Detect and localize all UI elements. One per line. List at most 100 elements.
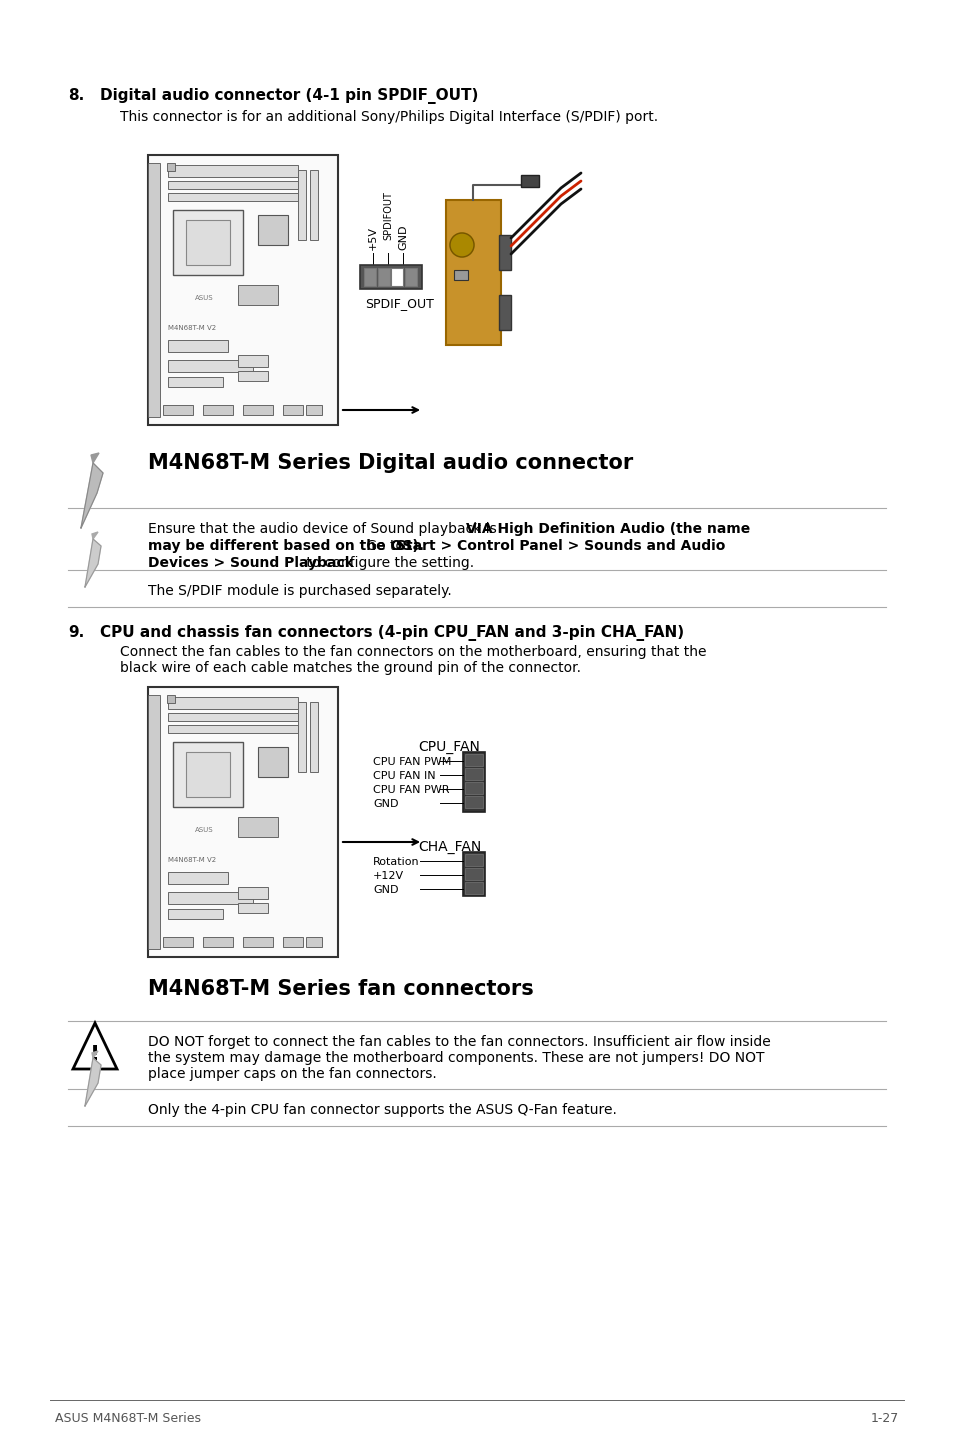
Bar — [462, 752, 484, 812]
Bar — [306, 937, 322, 947]
Text: GND: GND — [397, 225, 408, 251]
Text: SPDIFOUT: SPDIFOUT — [382, 190, 393, 241]
Bar — [237, 818, 277, 836]
Polygon shape — [91, 453, 99, 463]
Bar — [168, 165, 297, 178]
Text: Ensure that the audio device of Sound playback is: Ensure that the audio device of Sound pl… — [148, 523, 500, 536]
Circle shape — [450, 233, 474, 256]
Text: may be different based on the OS).: may be different based on the OS). — [148, 538, 423, 553]
Bar — [283, 937, 303, 947]
Bar — [464, 782, 482, 793]
Bar — [283, 405, 303, 415]
Text: Rotation: Rotation — [373, 856, 419, 866]
Bar — [237, 355, 268, 367]
Text: CHA_FAN: CHA_FAN — [417, 841, 480, 853]
Text: ASUS: ASUS — [194, 828, 213, 833]
Text: SPDIF_OUT: SPDIF_OUT — [365, 296, 434, 309]
Polygon shape — [91, 533, 98, 538]
Bar — [364, 268, 375, 286]
Text: CPU_FAN: CPU_FAN — [417, 740, 479, 755]
Text: 9.: 9. — [68, 624, 84, 640]
Bar — [446, 200, 500, 345]
Bar — [498, 295, 511, 329]
Bar — [172, 211, 243, 275]
Text: Connect the fan cables to the fan connectors on the motherboard, ensuring that t: Connect the fan cables to the fan connec… — [120, 644, 706, 659]
Bar — [237, 285, 277, 305]
Bar — [168, 713, 297, 720]
Bar — [257, 748, 288, 778]
Polygon shape — [81, 463, 103, 528]
Text: 8.: 8. — [68, 87, 84, 103]
Polygon shape — [85, 1058, 101, 1106]
Text: M4N68T-M V2: M4N68T-M V2 — [168, 856, 216, 863]
Bar — [464, 853, 482, 866]
Bar — [168, 872, 228, 884]
Text: Start > Control Panel > Sounds and Audio: Start > Control Panel > Sounds and Audio — [395, 538, 724, 553]
Bar — [186, 752, 230, 798]
Text: the system may damage the motherboard components. These are not jumpers! DO NOT: the system may damage the motherboard co… — [148, 1051, 763, 1065]
Text: M4N68T-M Series fan connectors: M4N68T-M Series fan connectors — [148, 979, 533, 1000]
Bar — [203, 405, 233, 415]
Text: CPU FAN PWR: CPU FAN PWR — [373, 785, 449, 795]
Text: M4N68T-M Series Digital audio connector: M4N68T-M Series Digital audio connector — [148, 453, 633, 473]
Text: GND: GND — [373, 799, 398, 809]
Bar — [148, 155, 337, 425]
Text: +12V: +12V — [373, 871, 404, 881]
Bar — [454, 271, 468, 281]
Text: This connector is for an additional Sony/Philips Digital Interface (S/PDIF) port: This connector is for an additional Sony… — [120, 110, 658, 125]
Text: Devices > Sound Playback: Devices > Sound Playback — [148, 556, 354, 570]
Bar — [359, 265, 421, 289]
Bar — [306, 405, 322, 415]
Bar — [297, 702, 306, 772]
Bar — [377, 268, 390, 286]
Text: black wire of each cable matches the ground pin of the connector.: black wire of each cable matches the gro… — [120, 662, 580, 674]
Bar — [243, 937, 273, 947]
Bar — [168, 909, 223, 919]
Bar — [464, 882, 482, 894]
Bar — [243, 405, 273, 415]
Bar — [172, 742, 243, 808]
Bar — [464, 868, 482, 881]
Text: M4N68T-M V2: M4N68T-M V2 — [168, 325, 216, 331]
Bar — [237, 886, 268, 899]
Bar — [168, 892, 253, 904]
Text: DO NOT forget to connect the fan cables to the fan connectors. Insufficient air : DO NOT forget to connect the fan cables … — [148, 1035, 770, 1050]
Text: Digital audio connector (4-1 pin SPDIF_OUT): Digital audio connector (4-1 pin SPDIF_O… — [100, 87, 477, 105]
Text: ASUS M4N68T-M Series: ASUS M4N68T-M Series — [55, 1412, 201, 1425]
Bar — [163, 937, 193, 947]
Text: CPU FAN IN: CPU FAN IN — [373, 770, 436, 780]
Text: !: ! — [90, 1045, 100, 1065]
Bar — [203, 937, 233, 947]
Bar — [168, 697, 297, 709]
Bar — [186, 221, 230, 265]
Text: CPU FAN PWM: CPU FAN PWM — [373, 758, 451, 768]
Bar — [257, 215, 288, 245]
Bar — [237, 904, 268, 914]
Text: VIA High Definition Audio (the name: VIA High Definition Audio (the name — [465, 523, 749, 536]
Bar — [237, 371, 268, 381]
Text: Only the 4-pin CPU fan connector supports the ASUS Q-Fan feature.: Only the 4-pin CPU fan connector support… — [148, 1103, 617, 1117]
Bar — [464, 755, 482, 766]
Bar — [168, 377, 223, 387]
Bar — [167, 695, 174, 703]
Bar — [168, 193, 297, 200]
Text: CPU and chassis fan connectors (4-pin CPU_FAN and 3-pin CHA_FAN): CPU and chassis fan connectors (4-pin CP… — [100, 624, 683, 642]
Bar — [163, 405, 193, 415]
Bar — [391, 268, 402, 286]
Text: place jumper caps on the fan connectors.: place jumper caps on the fan connectors. — [148, 1067, 436, 1081]
Bar — [148, 163, 160, 417]
Bar — [168, 725, 297, 733]
Text: to configure the setting.: to configure the setting. — [302, 556, 474, 570]
Bar — [148, 687, 337, 957]
Bar — [520, 175, 538, 188]
Text: +5V: +5V — [368, 226, 377, 251]
Bar — [310, 170, 317, 241]
Polygon shape — [85, 538, 101, 587]
Text: 1-27: 1-27 — [870, 1412, 898, 1425]
Bar — [168, 180, 297, 189]
Bar — [310, 702, 317, 772]
Bar — [464, 768, 482, 780]
Bar — [462, 852, 484, 896]
Bar — [498, 235, 511, 271]
Bar — [148, 695, 160, 949]
